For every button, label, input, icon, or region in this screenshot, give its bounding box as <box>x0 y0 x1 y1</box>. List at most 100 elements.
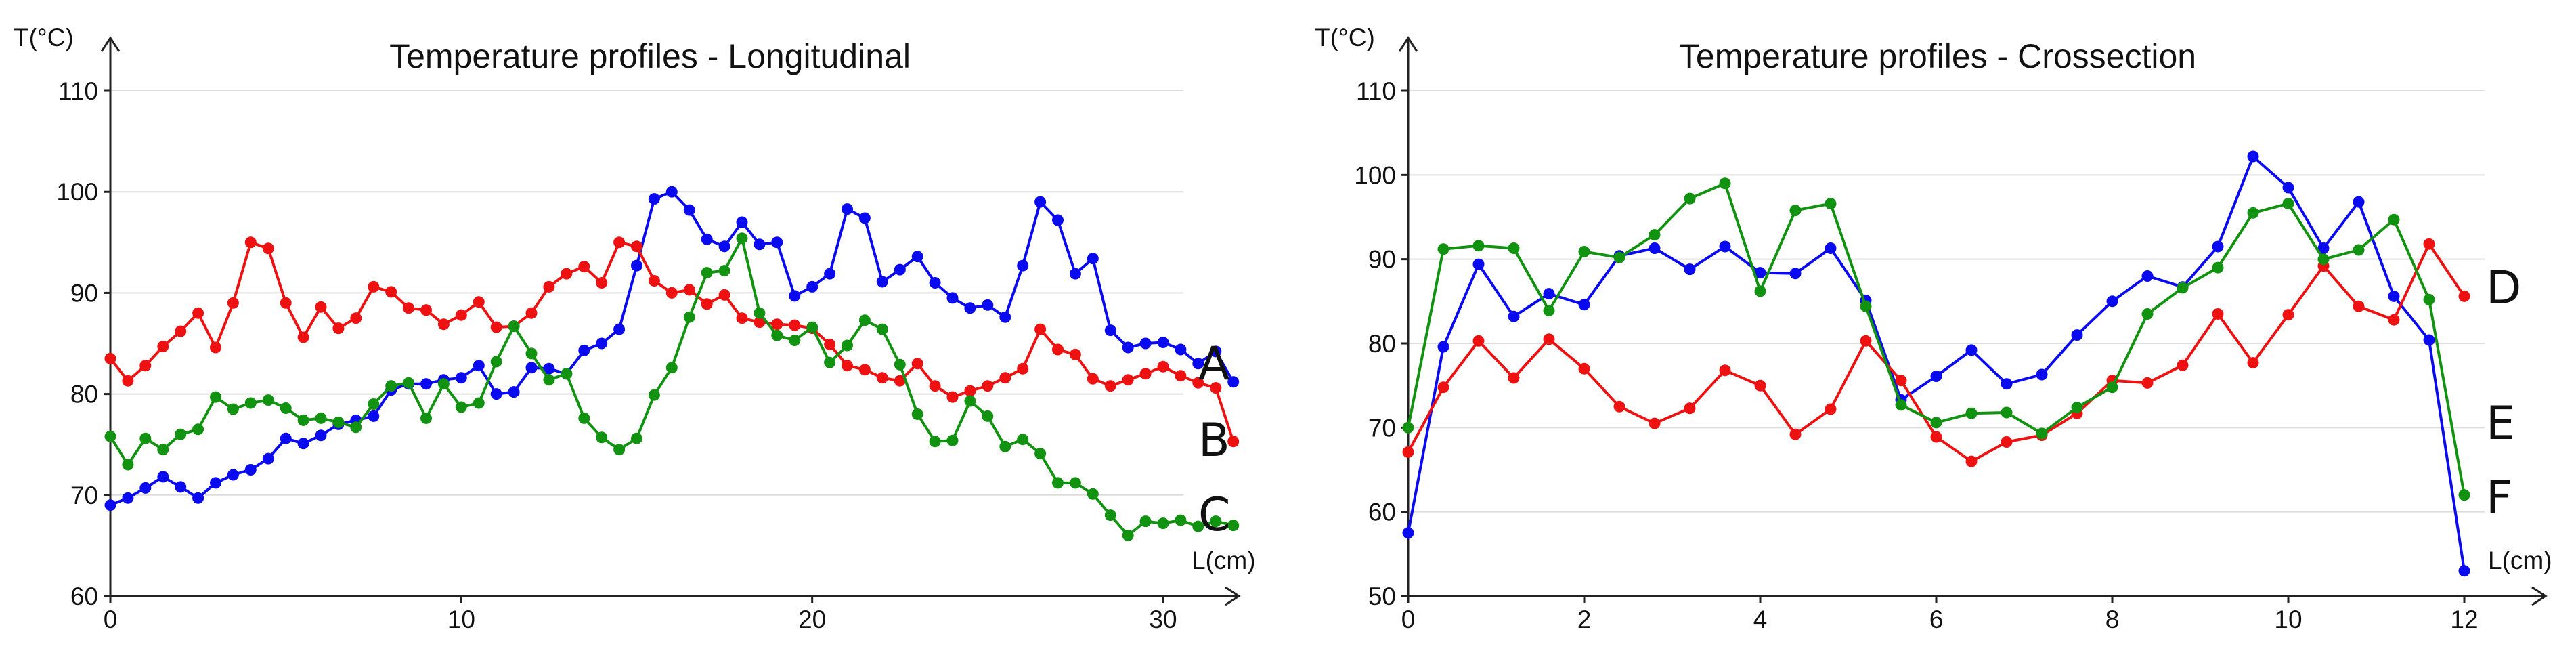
data-point <box>665 362 678 374</box>
data-point <box>946 434 959 446</box>
data-point <box>508 386 520 398</box>
data-point <box>2423 293 2435 305</box>
data-point <box>1034 196 1047 208</box>
data-point <box>192 492 204 504</box>
data-point <box>2247 207 2259 219</box>
data-point <box>332 322 345 335</box>
legend-label-d: D <box>2486 261 2521 315</box>
data-point <box>736 216 748 228</box>
data-point <box>157 444 169 456</box>
data-point <box>578 261 590 273</box>
data-point <box>824 268 836 280</box>
data-point <box>2317 242 2330 254</box>
data-point <box>824 339 836 350</box>
series-line <box>1407 242 2466 463</box>
data-point <box>2388 314 2400 326</box>
data-point <box>332 416 345 428</box>
data-point <box>718 265 730 277</box>
data-point <box>911 251 923 263</box>
data-point <box>192 307 204 319</box>
data-point <box>1104 324 1116 337</box>
data-point <box>929 380 941 392</box>
data-point <box>227 403 239 415</box>
data-point <box>1930 417 1942 429</box>
data-point <box>1860 300 1872 312</box>
data-point <box>999 372 1011 384</box>
data-point <box>718 240 730 253</box>
data-point <box>999 440 1011 452</box>
data-point <box>157 341 169 352</box>
data-point <box>1104 380 1116 392</box>
y-axis <box>1398 36 1418 596</box>
legend-label-a: A <box>1198 337 1230 391</box>
data-point <box>1210 515 1222 528</box>
data-point <box>315 301 327 313</box>
data-point <box>631 240 642 253</box>
data-point <box>2282 182 2294 194</box>
chart-title: Temperature profiles - Crossection <box>1679 37 2196 75</box>
data-point <box>561 368 573 380</box>
data-point <box>1227 376 1240 388</box>
data-point <box>964 385 976 397</box>
data-point <box>736 232 748 245</box>
data-point <box>894 375 906 387</box>
data-point <box>244 236 257 249</box>
x-tick-label: 6 <box>1929 606 1944 633</box>
data-point <box>1965 455 1978 467</box>
series-line <box>1407 182 2466 496</box>
data-point <box>1139 368 1152 380</box>
data-point <box>1437 381 1449 394</box>
data-point <box>1684 263 1696 276</box>
data-point <box>297 438 309 450</box>
data-point <box>771 236 783 249</box>
data-point <box>2282 309 2294 321</box>
data-point <box>894 358 906 371</box>
data-point <box>2423 238 2435 250</box>
data-point <box>1578 246 1590 257</box>
data-point <box>754 307 766 319</box>
data-point <box>490 388 502 400</box>
data-point <box>1649 229 1661 241</box>
data-point <box>1175 370 1187 382</box>
data-point <box>368 280 380 293</box>
data-point <box>1157 517 1169 530</box>
data-point <box>1402 446 1414 458</box>
legend-label-e: E <box>2486 397 2515 450</box>
data-point <box>648 389 660 401</box>
data-point <box>1227 520 1240 532</box>
data-point <box>1719 177 1731 190</box>
data-point <box>648 193 660 205</box>
data-point <box>2036 427 2048 440</box>
series-line <box>110 190 1235 507</box>
data-point <box>789 290 801 302</box>
data-point <box>1930 371 1942 382</box>
data-point <box>1122 530 1134 541</box>
data-point <box>1860 335 1872 347</box>
grid-lines <box>110 90 1183 496</box>
data-point <box>1227 436 1240 448</box>
data-point <box>157 471 169 483</box>
data-point <box>1087 253 1099 265</box>
y-tick-label: 50 <box>1368 583 1396 610</box>
data-point <box>262 394 274 406</box>
x-tick-label: 10 <box>447 606 475 633</box>
y-tick-label: 70 <box>70 482 98 509</box>
y-axis <box>100 36 121 596</box>
data-point <box>525 307 538 319</box>
data-point <box>2353 244 2365 256</box>
data-point <box>350 312 362 324</box>
data-point <box>525 362 538 374</box>
data-point <box>876 323 888 335</box>
data-point <box>1649 242 1661 254</box>
data-point <box>403 302 415 314</box>
data-point <box>2177 359 2189 371</box>
data-point <box>999 311 1011 323</box>
data-point <box>508 320 520 333</box>
data-point <box>2071 329 2083 341</box>
data-point <box>1895 399 1907 411</box>
grid-lines <box>1408 90 2485 513</box>
data-point <box>244 464 257 476</box>
data-point <box>2317 253 2330 266</box>
y-tick-label: 100 <box>56 178 98 206</box>
data-point <box>648 275 660 287</box>
